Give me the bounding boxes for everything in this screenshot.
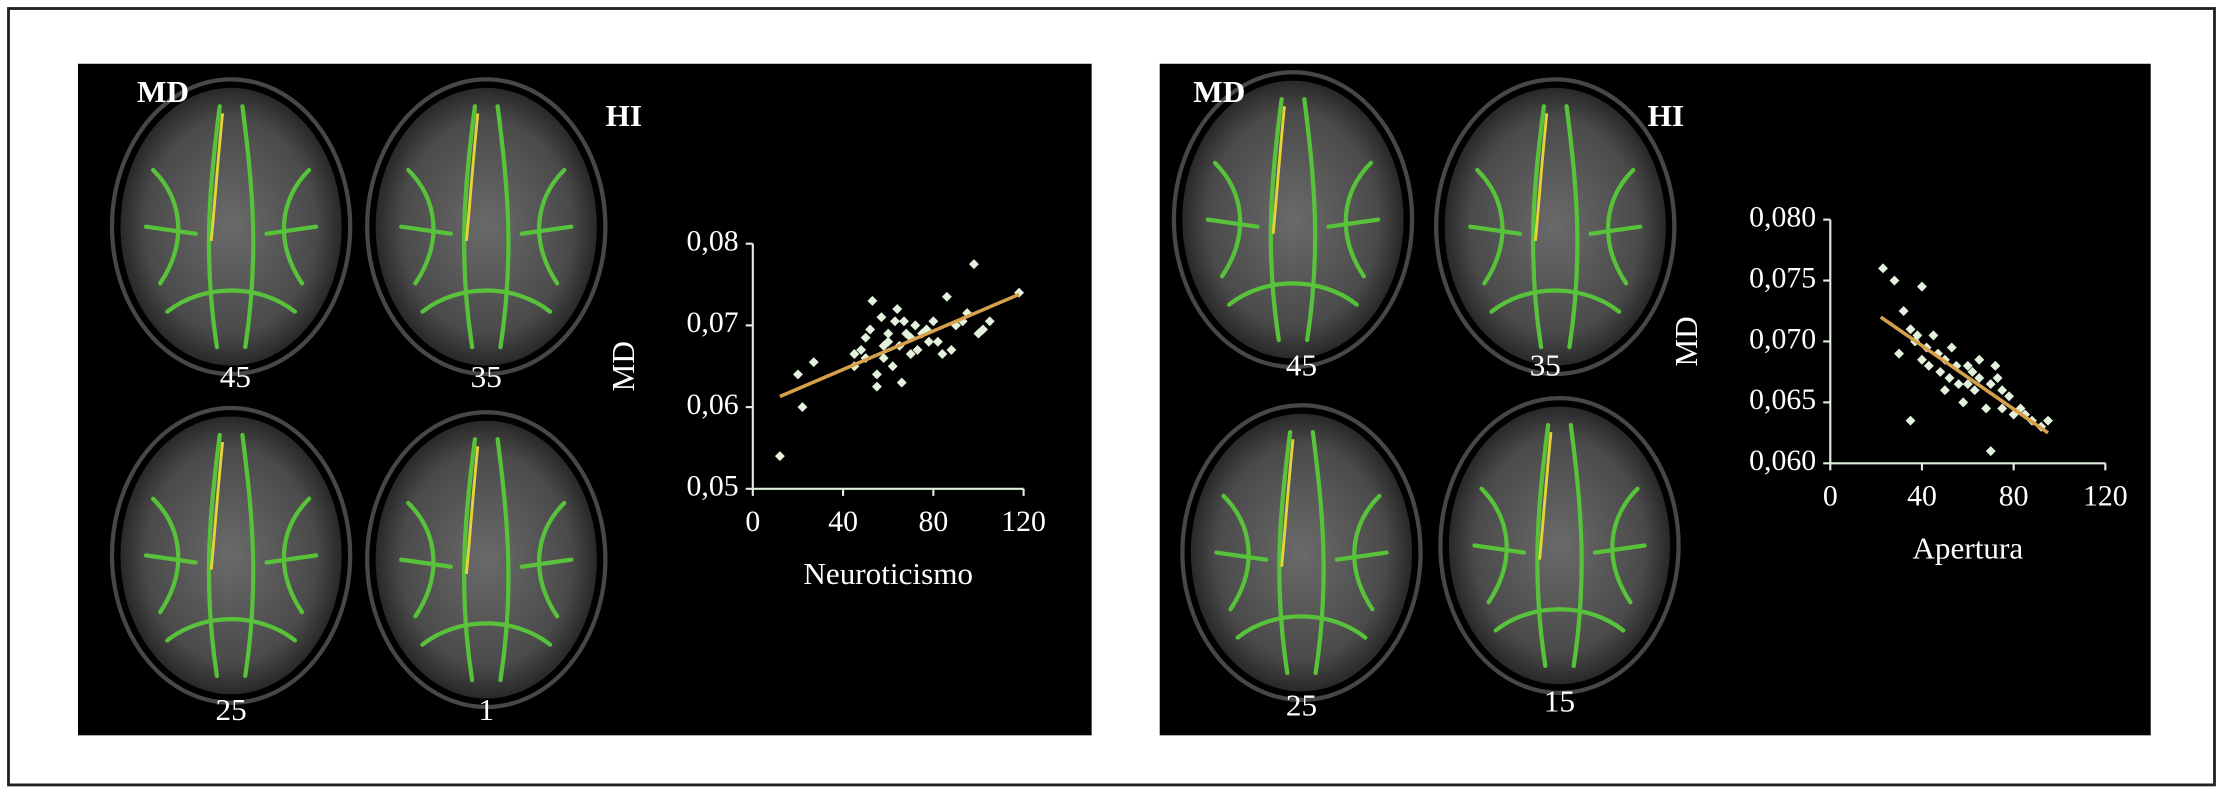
x-tick-label: 80 — [1999, 480, 2029, 513]
y-tick-label: 0,075 — [1749, 261, 1816, 294]
y-tick-label: 0,060 — [1749, 444, 1816, 477]
y-axis-label: MD — [606, 341, 641, 391]
slice-label: 1 — [478, 692, 494, 727]
y-tick-label: 0,070 — [1749, 322, 1816, 355]
x-tick-label: 120 — [1001, 505, 1046, 538]
panel-title: MD — [1193, 74, 1245, 109]
y-tick-label: 0,080 — [1749, 200, 1816, 233]
x-axis-label: Neuroticismo — [803, 556, 973, 591]
y-tick-label: 0,07 — [687, 306, 739, 339]
x-tick-label: 0 — [1823, 480, 1838, 513]
panel-title: MD — [137, 74, 189, 109]
y-tick-label: 0,05 — [687, 470, 739, 503]
figure: MDHI4535251MDHI453525150,050,060,070,080… — [0, 0, 2223, 792]
hemisphere-label: HI — [606, 98, 642, 133]
slice-label: 35 — [1530, 348, 1561, 383]
x-tick-label: 40 — [828, 505, 858, 538]
slice-label: 25 — [216, 692, 247, 727]
x-tick-label: 40 — [1907, 480, 1937, 513]
hemisphere-label: HI — [1648, 98, 1684, 133]
slice-label: 35 — [471, 359, 502, 394]
slice-label: 45 — [220, 359, 251, 394]
slice-label: 25 — [1286, 688, 1317, 723]
x-tick-label: 120 — [2083, 480, 2128, 513]
x-tick-label: 0 — [745, 505, 760, 538]
y-axis-label: MD — [1669, 316, 1704, 366]
x-tick-label: 80 — [918, 505, 948, 538]
y-tick-label: 0,065 — [1749, 383, 1816, 416]
y-tick-label: 0,06 — [687, 388, 739, 421]
slice-label: 45 — [1286, 348, 1317, 383]
slice-label: 15 — [1544, 683, 1575, 718]
y-tick-label: 0,08 — [687, 225, 739, 258]
x-axis-label: Apertura — [1912, 530, 2023, 565]
